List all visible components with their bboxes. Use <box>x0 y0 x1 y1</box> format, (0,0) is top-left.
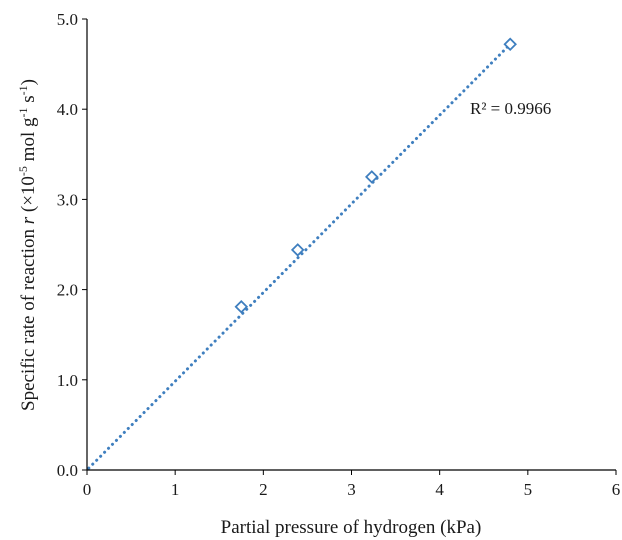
data-points <box>234 37 517 314</box>
x-tick-label: 3 <box>347 480 356 499</box>
x-tick-label: 6 <box>612 480 621 499</box>
y-title-exp1: -5 <box>16 166 30 176</box>
y-title-mid1: mol g <box>18 117 39 166</box>
y-tick-label: 4.0 <box>57 100 78 119</box>
y-tick-label: 0.0 <box>57 461 78 480</box>
r-squared-annotation: R² = 0.9966 <box>470 99 551 118</box>
y-tick-label: 2.0 <box>57 281 78 300</box>
y-title-prefix: Specific rate of reaction <box>18 224 39 411</box>
x-tick-label: 2 <box>259 480 268 499</box>
data-point-marker <box>234 299 249 314</box>
y-tick-label: 3.0 <box>57 190 78 209</box>
x-axis-title: Partial pressure of hydrogen (kPa) <box>221 517 482 538</box>
y-title-var: r <box>18 216 39 224</box>
y-title-mid2: s <box>18 95 39 107</box>
y-axis-title: Specific rate of reaction r (×10-5 mol g… <box>16 79 39 411</box>
y-axis-ticks: 0.0 1.0 2.0 3.0 4.0 5.0 <box>57 10 87 480</box>
x-axis-ticks: 0 1 2 3 4 5 6 <box>83 470 621 499</box>
x-tick-label: 0 <box>83 480 92 499</box>
y-tick-label: 1.0 <box>57 371 78 390</box>
data-point-marker <box>365 170 379 184</box>
y-title-exp2: -1 <box>16 107 30 117</box>
y-title-exp3: -1 <box>16 85 30 95</box>
y-title-close: ) <box>18 79 39 85</box>
trendline <box>87 40 514 470</box>
data-point-marker <box>290 243 305 257</box>
y-tick-label: 5.0 <box>57 10 78 29</box>
x-tick-label: 5 <box>524 480 533 499</box>
x-tick-label: 1 <box>171 480 180 499</box>
data-point-marker <box>503 37 517 52</box>
x-tick-label: 4 <box>435 480 444 499</box>
y-title-unit-open: (×10 <box>18 176 39 217</box>
